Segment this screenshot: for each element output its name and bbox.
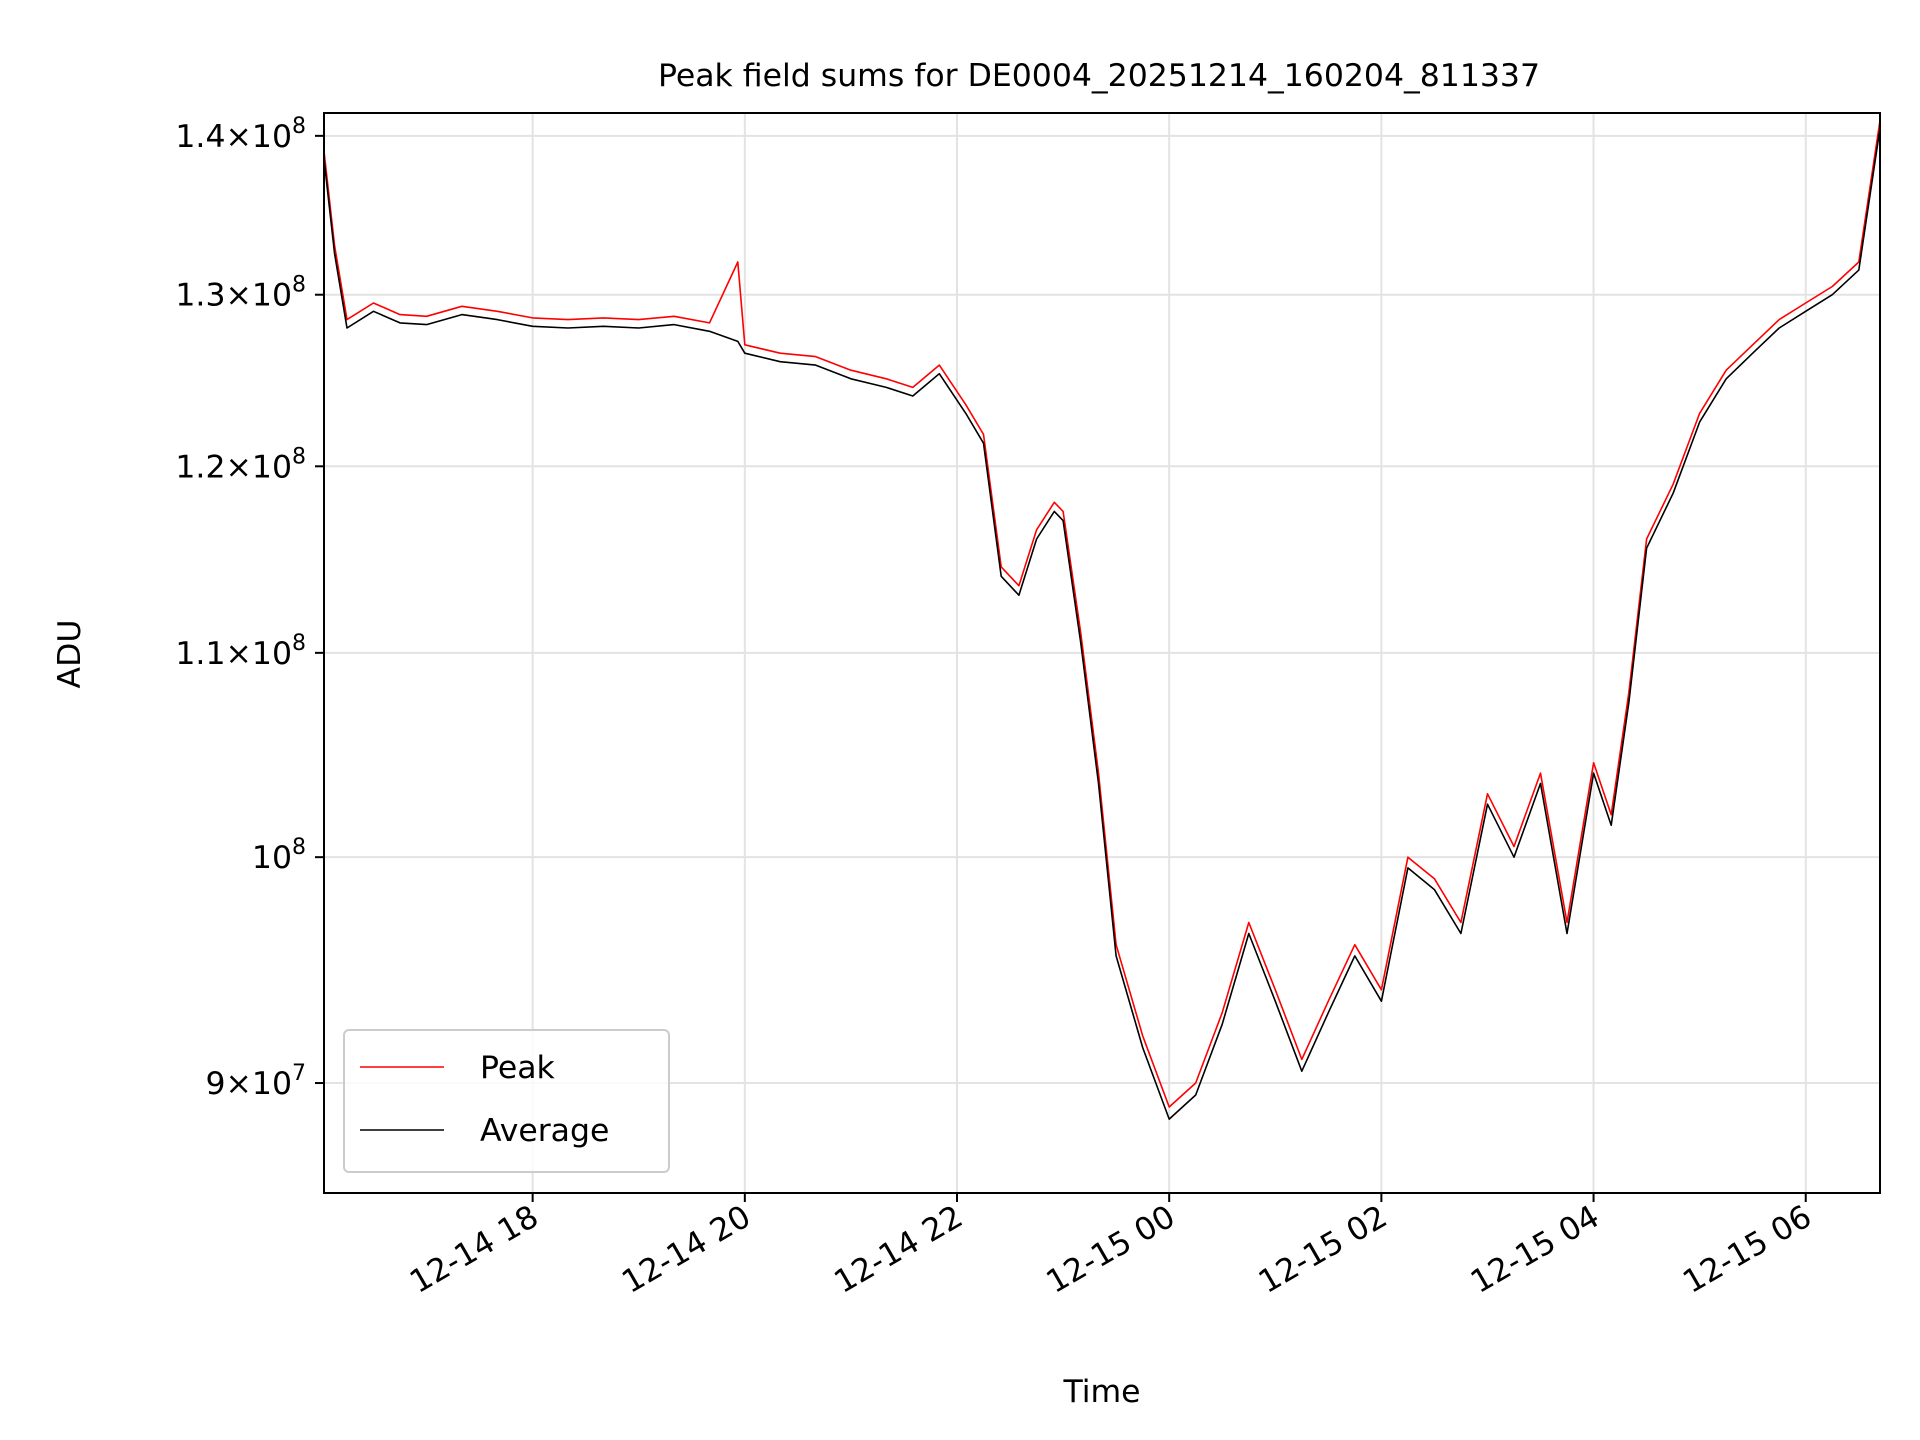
y-tick-exponent: 8 — [292, 444, 306, 469]
y-tick-base: 10 — [252, 119, 292, 155]
y-tick-exponent: 8 — [292, 273, 306, 298]
x-axis-label: Time — [1062, 1374, 1140, 1410]
y-tick-label: 1.1×108 — [175, 631, 306, 672]
y-tick-label: 1.2×108 — [175, 444, 306, 485]
y-tick-mantissa: 1.3 — [175, 278, 225, 314]
y-tick-mantissa: 1.1 — [175, 636, 225, 672]
series-lines — [323, 120, 1881, 1120]
y-tick-exponent: 8 — [292, 114, 306, 139]
y-tick-base: 10 — [252, 636, 292, 672]
series-line-peak — [323, 120, 1881, 1108]
y-tick-label: 1.4×108 — [175, 114, 306, 155]
y-axis-label: ADU — [52, 620, 88, 689]
y-tick-label: 108 — [252, 835, 306, 876]
y-tick-times: × — [226, 278, 252, 314]
y-tick-exponent: 7 — [292, 1061, 306, 1086]
legend: Peak Average — [343, 1029, 670, 1173]
legend-label-average: Average — [480, 1113, 609, 1149]
y-tick-base: 10 — [252, 840, 292, 876]
y-tick-label: 9×107 — [205, 1061, 306, 1102]
y-tick-label: 1.3×108 — [175, 273, 306, 314]
chart-title: Peak field sums for DE0004_20251214_1602… — [658, 58, 1540, 94]
y-tick-times: × — [226, 636, 252, 672]
y-tick-times: × — [226, 449, 252, 485]
legend-box — [343, 1029, 670, 1173]
y-tick-mantissa: 9 — [205, 1066, 225, 1102]
legend-label-peak: Peak — [480, 1050, 556, 1086]
y-tick-mantissa: 1.4 — [175, 119, 225, 155]
y-tick-exponent: 8 — [292, 631, 306, 656]
y-tick-base: 10 — [252, 278, 292, 314]
y-tick-base: 10 — [252, 1066, 292, 1102]
y-tick-times: × — [226, 1066, 252, 1102]
y-tick-times: × — [226, 119, 252, 155]
y-tick-exponent: 8 — [292, 835, 306, 860]
series-line-average — [323, 128, 1881, 1120]
y-tick-mantissa: 1.2 — [175, 449, 225, 485]
y-tick-base: 10 — [252, 449, 292, 485]
